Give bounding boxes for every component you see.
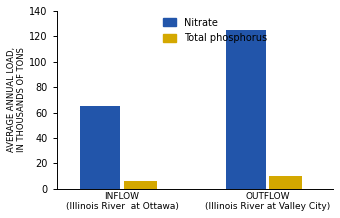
Legend: Nitrate, Total phosphorus: Nitrate, Total phosphorus (161, 16, 269, 45)
Bar (124, 181, 157, 189)
Bar (80, 106, 120, 189)
Bar (226, 30, 266, 189)
Bar (269, 176, 302, 189)
Y-axis label: AVERAGE ANNUAL LOAD,
IN THOUSANDS OF TONS: AVERAGE ANNUAL LOAD, IN THOUSANDS OF TON… (7, 47, 26, 152)
